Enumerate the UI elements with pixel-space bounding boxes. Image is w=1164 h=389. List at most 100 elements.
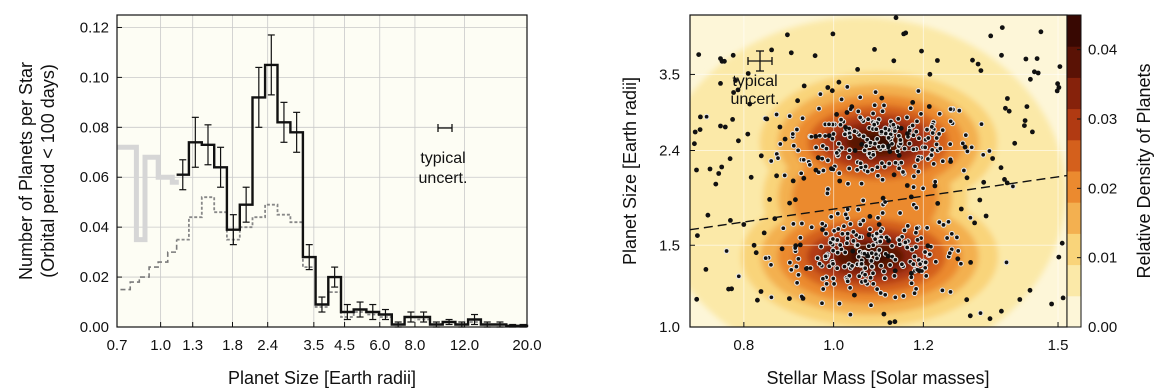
planet-point [863,143,870,149]
left-x-tick-label: 20.0 [512,337,541,354]
planet-point [730,117,735,122]
planet-point [898,159,905,166]
left-x-tick-label: 8.0 [405,337,426,354]
planet-point [819,275,826,282]
planet-point [826,121,832,128]
planet-point [862,271,869,278]
planet-point [909,246,916,253]
planet-point [775,155,781,162]
colorbar-tick-label: 0.04 [1088,42,1117,59]
planet-point [878,128,885,135]
right-x-tick-label: 0.8 [733,337,754,354]
colorbar-frame [1066,14,1082,328]
planet-point [1060,295,1066,301]
planet-point [842,249,849,256]
planet-point [795,255,802,262]
planet-point [824,157,831,164]
planet-point [850,228,857,235]
planet-point [790,142,797,149]
left-x-tick-label: 1.8 [222,337,243,354]
planet-point [844,110,850,115]
planet-point [780,225,787,232]
planet-point [849,262,856,269]
planet-point [919,48,924,54]
planet-point [777,141,784,147]
planet-point [855,206,862,213]
left-plot-frame [116,14,528,328]
planet-point [727,156,733,162]
planet-point [837,121,844,128]
left-errorbar [280,101,288,143]
planet-point [1024,104,1030,109]
planet-point [851,128,858,135]
planet-point [840,223,847,230]
planet-point [843,124,848,130]
planet-point [898,261,905,268]
planet-point [837,178,843,184]
planet-point [728,218,733,223]
planet-point [922,144,929,151]
planet-point [835,140,842,147]
left-y-tick-label: 0.12 [80,19,109,36]
planet-point [857,221,864,228]
planet-point [697,127,703,132]
planet-point [860,217,867,224]
left-errorbar [255,66,263,128]
planet-point [870,110,877,117]
planet-point [930,160,937,167]
planet-point [964,148,971,155]
planet-point [787,296,792,301]
planet-point [855,108,862,115]
planet-point [867,139,874,146]
right-y-tick-label: 1.5 [659,237,680,254]
planet-point [808,133,815,140]
planet-point [956,107,963,114]
planet-point [937,145,944,152]
planet-point [786,113,793,120]
colorbar-segment [1067,108,1081,141]
planet-point [910,146,917,153]
planet-point [736,138,741,144]
planet-point [871,121,878,128]
planet-point [890,121,897,128]
colorbar-segment [1067,264,1081,297]
planet-point [839,230,846,237]
planet-point [915,168,922,175]
planet-point [1027,287,1033,293]
planet-point [722,58,727,64]
planet-point [834,265,841,272]
planet-point [881,311,887,317]
planet-point [964,297,970,303]
planet-point [823,280,830,287]
planet-point [892,319,898,325]
planet-point [812,53,818,59]
planet-point [893,15,899,21]
planet-point [852,148,858,153]
planet-point [912,229,919,236]
planet-point [758,153,764,159]
left-errorbar [242,186,250,223]
planet-point [797,234,804,241]
planet-point [785,32,790,38]
planet-point [880,143,886,150]
planet-point [834,210,841,217]
planet-point [913,204,920,211]
planet-point [908,194,914,200]
planet-point [932,183,938,189]
planet-point [793,263,800,270]
planet-point [868,257,875,264]
planet-point [920,185,927,192]
planet-point [1004,180,1010,186]
planet-point [999,52,1004,58]
planet-point [818,243,825,250]
planet-point [1009,183,1016,190]
planet-point [1056,254,1062,260]
planet-point [897,210,904,216]
planet-point [830,131,837,137]
planet-point [862,163,869,170]
left-errorbar [318,296,326,313]
planet-point [745,131,751,137]
planet-point [813,134,819,139]
left-errorbar [191,116,199,168]
planet-point [1003,105,1008,111]
